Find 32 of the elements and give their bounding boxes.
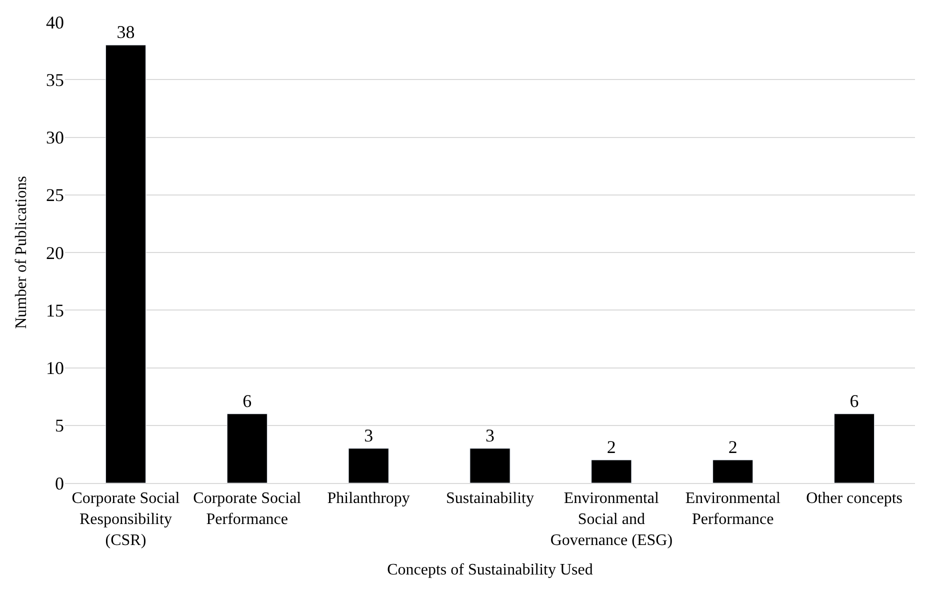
y-axis-title: Number of Publications xyxy=(12,176,30,329)
y-tick-label: 0 xyxy=(55,473,64,494)
x-axis-title: Concepts of Sustainability Used xyxy=(387,562,593,578)
x-tick-label: Environmental Performance xyxy=(685,490,781,528)
data-label: 3 xyxy=(486,425,494,446)
bar xyxy=(105,44,146,483)
data-label: 38 xyxy=(116,22,135,42)
x-tick-label: Sustainability xyxy=(446,490,534,508)
bar xyxy=(348,448,389,483)
y-tick-label: 30 xyxy=(46,128,64,148)
data-label: 2 xyxy=(728,436,738,457)
bar xyxy=(712,460,754,483)
data-label: 2 xyxy=(606,436,616,457)
y-tick-label: 5 xyxy=(55,416,64,436)
bar xyxy=(591,460,632,483)
x-tick-label: Corporate Social Performance xyxy=(193,490,302,528)
data-label: 3 xyxy=(364,425,374,446)
bar xyxy=(226,414,268,483)
x-tick-label: Environmental Social and Governance (ESG) xyxy=(550,490,673,549)
y-tick-label: 35 xyxy=(46,70,64,90)
y-tick-label: 15 xyxy=(46,300,64,320)
y-tick-label: 40 xyxy=(46,12,64,32)
y-tick-label: 10 xyxy=(46,358,64,378)
y-tick-label: 25 xyxy=(46,185,64,206)
data-label: 6 xyxy=(242,390,252,411)
data-label: 6 xyxy=(850,390,859,411)
x-tick-label: Other concepts xyxy=(806,490,902,508)
y-tick-label: 20 xyxy=(46,242,64,263)
x-tick-label: Corporate Social Responsibility (CSR) xyxy=(72,490,180,549)
bar xyxy=(470,448,510,483)
x-tick-label: Philanthropy xyxy=(327,490,410,508)
bar xyxy=(834,414,875,483)
